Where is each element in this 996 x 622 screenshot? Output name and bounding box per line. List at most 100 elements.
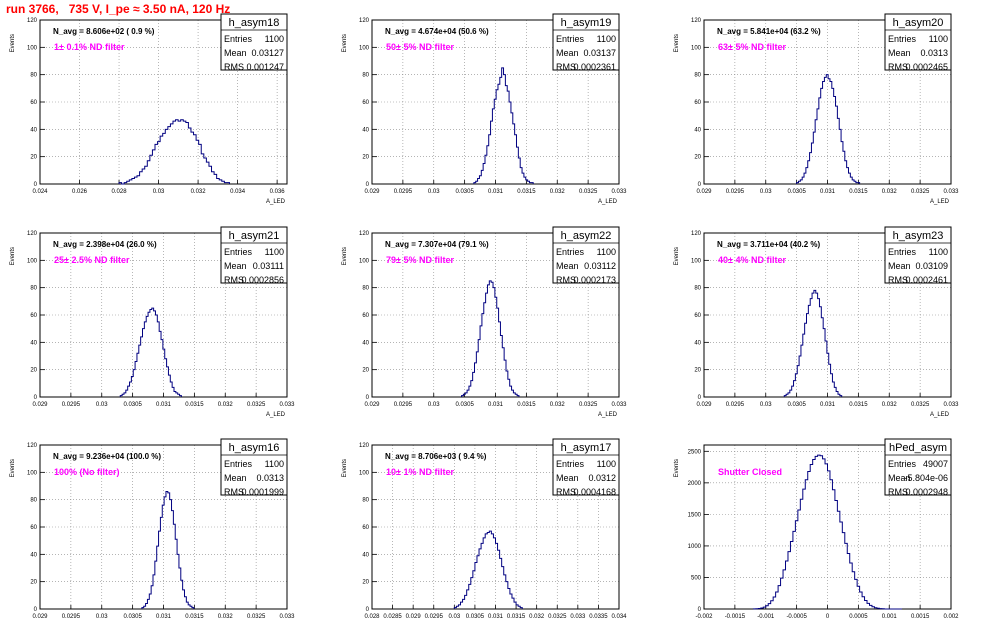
filter-annotation: Shutter Closed (718, 467, 782, 477)
stats-label-entries: Entries (556, 459, 585, 469)
x-tick-label: 0.0315 (185, 614, 204, 620)
x-tick-label: 0.033 (943, 189, 959, 195)
x-axis-label: A_LED (266, 199, 286, 205)
stats-label-mean: Mean (888, 473, 911, 483)
y-tick-label: 60 (362, 313, 369, 319)
x-tick-label: 0.0325 (579, 189, 598, 195)
y-tick-label: 20 (362, 580, 369, 586)
stats-label-entries: Entries (888, 459, 917, 469)
stats-label-entries: Entries (556, 247, 585, 257)
stats-label-rms: RMS (556, 487, 576, 497)
x-tick-label: 0.0325 (548, 614, 567, 620)
filter-annotation: 10± 1% ND filter (386, 467, 454, 477)
x-tick-label: 0.03 (428, 189, 440, 195)
x-tick-label: 0.0315 (517, 189, 536, 195)
stats-label-entries: Entries (224, 459, 253, 469)
x-tick-label: 0.0285 (383, 614, 402, 620)
x-tick-label: -0.001 (757, 614, 775, 620)
y-tick-label: 60 (30, 525, 37, 531)
x-tick-label: 0.033 (279, 614, 295, 620)
x-axis-label: A_LED (266, 412, 286, 418)
x-tick-label: 0.0325 (911, 189, 930, 195)
stats-box (552, 226, 620, 284)
y-tick-label: 120 (359, 18, 370, 24)
y-tick-label: 0 (366, 395, 370, 401)
stats-label-entries: Entries (888, 34, 917, 44)
stats-value-mean: 0.0313 (256, 473, 284, 483)
y-tick-label: 0 (366, 607, 370, 613)
stats-value-mean: 0.03112 (584, 261, 616, 271)
x-tick-label: 0.0295 (726, 189, 745, 195)
histogram-name: h_asym23 (893, 230, 944, 242)
x-tick-label: 0.031 (156, 614, 172, 620)
stats-value-rms: 0.0002361 (573, 62, 616, 72)
x-tick-label: 0.0315 (517, 402, 536, 408)
x-tick-label: 0.031 (488, 614, 504, 620)
y-tick-label: 100 (691, 258, 702, 264)
y-tick-label: 2000 (688, 481, 702, 487)
navg-label: N_avg = 8.606e+02 ( 0.9 %) (53, 27, 155, 36)
stats-value-mean: 0.03111 (253, 261, 284, 271)
x-tick-label: 0.0305 (455, 402, 474, 408)
stats-label-mean: Mean (224, 261, 247, 271)
histogram-panel-h_asym21: 0.029 0.0295 0.03 0.0305 0.031 0.0315 0.032 0.0… (10, 226, 295, 418)
stats-value-rms: 0.0002173 (573, 275, 616, 285)
x-tick-label: 0.0295 (726, 402, 745, 408)
stats-value-entries: 1100 (265, 459, 284, 469)
stats-label-mean: Mean (224, 473, 247, 483)
x-tick-label: 0.036 (270, 189, 286, 195)
y-axis-label: Events (10, 459, 16, 477)
x-tick-label: 0.031 (820, 402, 836, 408)
stats-value-entries: 1100 (929, 247, 948, 257)
histogram-name: h_asym21 (229, 230, 280, 242)
x-tick-label: 0.0005 (849, 614, 868, 620)
histogram-panel-h_asym19: 0.029 0.0295 0.03 0.0305 0.031 0.0315 0.032 0.0… (342, 13, 627, 205)
y-tick-label: 40 (694, 127, 701, 133)
stats-label-mean: Mean (224, 48, 247, 58)
stats-value-mean: 0.0312 (588, 473, 616, 483)
x-tick-label: 0.0295 (425, 614, 444, 620)
histogram-line (783, 289, 843, 397)
x-tick-label: 0.032 (550, 402, 566, 408)
y-tick-label: 40 (30, 127, 37, 133)
x-tick-label: 0.028 (112, 189, 128, 195)
stats-label-rms: RMS (888, 487, 908, 497)
x-tick-label: 0.024 (32, 189, 48, 195)
run-title: run 3766, 735 V, I_pe ≈ 3.50 nA, 120 Hz (6, 2, 231, 16)
navg-label: N_avg = 3.711e+04 (40.2 %) (717, 240, 821, 249)
y-tick-label: 120 (359, 443, 370, 449)
histogram-line (752, 454, 903, 610)
stats-label-entries: Entries (888, 247, 917, 257)
x-tick-label: 0.0325 (579, 402, 598, 408)
x-tick-label: 0.0315 (185, 402, 204, 408)
x-tick-label: 0.03 (760, 402, 772, 408)
stats-value-rms: 0.001247 (246, 62, 284, 72)
histogram-name: h_asym17 (561, 442, 612, 454)
histogram-panel-h_asym16: 0.029 0.0295 0.03 0.0305 0.031 0.0315 0.032 0.0… (10, 438, 295, 620)
y-tick-label: 100 (359, 258, 370, 264)
stats-box (552, 438, 620, 496)
x-tick-label: 0.0335 (589, 614, 608, 620)
y-tick-label: 500 (691, 575, 702, 581)
x-tick-label: 0.0305 (787, 189, 806, 195)
x-tick-label: 0.031 (488, 402, 504, 408)
y-tick-label: 0 (34, 607, 38, 613)
y-tick-label: 40 (362, 127, 369, 133)
stats-value-entries: 49007 (923, 459, 948, 469)
histogram-panel-h_asym17: 0.028 0.0285 0.029 0.0295 0.03 0.0305 0.031 0.0… (342, 438, 627, 620)
filter-annotation: 50± 5% ND filter (386, 42, 454, 52)
stats-value-mean: 0.03137 (583, 48, 616, 58)
filter-annotation: 25± 2.5% ND filter (54, 255, 130, 265)
histogram-line (473, 67, 534, 184)
y-tick-label: 80 (694, 73, 701, 79)
histogram-panel-hPed_asym: -0.002 -0.0015 -0.001 -0.0005 0 0.0005 0.001 0.… (674, 438, 959, 620)
y-axis-label: Events (674, 247, 680, 265)
stats-label-mean: Mean (556, 48, 579, 58)
y-tick-label: 100 (359, 45, 370, 51)
x-tick-label: 0.031 (820, 189, 836, 195)
x-tick-label: 0.032 (218, 402, 234, 408)
x-tick-label: 0.03 (428, 402, 440, 408)
x-tick-label: 0.03 (96, 614, 108, 620)
stats-box (884, 226, 952, 284)
y-tick-label: 0 (366, 182, 370, 188)
